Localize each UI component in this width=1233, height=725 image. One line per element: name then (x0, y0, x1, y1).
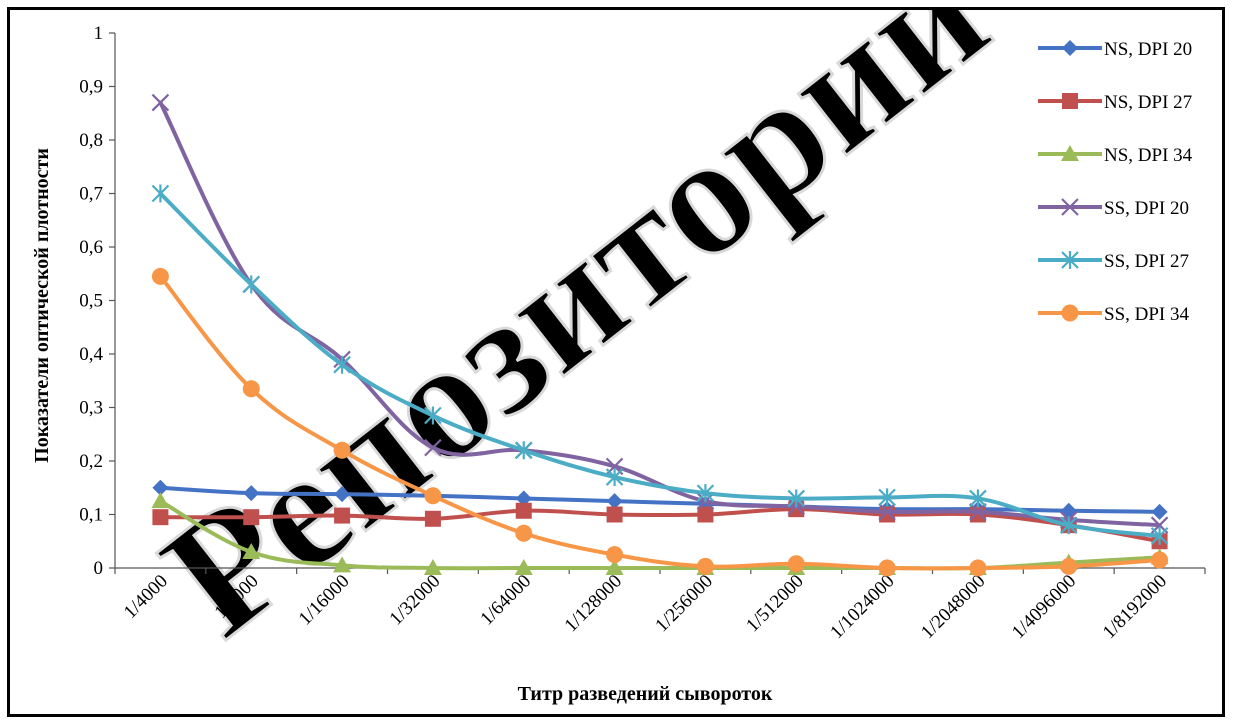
y-tick-labels: 0 0,1 0,2 0,3 0,4 0,5 0,6 0,7 0,8 0,9 1 (79, 23, 103, 579)
data-point (243, 485, 260, 502)
legend-item: SS, DPI 27 (1038, 251, 1189, 272)
data-point (151, 267, 169, 285)
data-point (242, 380, 260, 398)
data-point (334, 486, 351, 503)
data-point (514, 559, 533, 575)
x-tick-label: 1/64000 (476, 571, 535, 630)
legend-item: NS, DPI 20 (1038, 39, 1192, 60)
data-point (333, 441, 351, 459)
data-point (423, 559, 442, 575)
y-tick-label: 0 (94, 558, 104, 579)
data-point (696, 484, 715, 503)
data-point (514, 441, 533, 460)
y-axis-label: Показатели оптической плотности (31, 148, 53, 463)
data-point (969, 503, 987, 521)
x-tick-label: 1/512000 (742, 571, 808, 637)
data-point (424, 510, 441, 527)
legend-item: NS, DPI 34 (1038, 145, 1193, 166)
legend-marker (1061, 304, 1079, 322)
data-point (334, 507, 351, 524)
legend-marker (1062, 93, 1078, 109)
data-point (1059, 516, 1078, 535)
data-point (787, 489, 806, 508)
data-point (696, 557, 714, 575)
data-point (878, 559, 896, 577)
x-tick-label: 1/4096000 (1008, 571, 1080, 643)
legend-label: NS, DPI 27 (1104, 92, 1192, 113)
legend: NS, DPI 20 NS, DPI 27 NS, DPI 34 SS, DPI 20… (1038, 39, 1193, 325)
y-tick-label: 0,4 (79, 344, 103, 365)
y-tick-label: 0,1 (79, 505, 103, 526)
data-point (969, 489, 987, 508)
y-tick-label: 0,3 (79, 398, 103, 419)
y-tick-label: 0,7 (79, 184, 103, 205)
data-point (515, 502, 532, 519)
y-tick-label: 0,2 (79, 451, 103, 472)
legend-item: NS, DPI 27 (1038, 92, 1192, 113)
data-point (242, 275, 261, 294)
x-tick-label: 1/128000 (561, 571, 627, 637)
y-tick-label: 0,8 (79, 130, 103, 151)
x-tick-label: 1/1024000 (826, 571, 898, 643)
legend-label: NS, DPI 20 (1104, 39, 1192, 60)
legend-label: SS, DPI 27 (1104, 251, 1189, 272)
x-tick-label: 1/2048000 (917, 571, 989, 643)
legend-marker (1061, 198, 1079, 216)
x-tick-label: 1/4000 (120, 571, 172, 623)
data-point (151, 93, 170, 112)
data-point (606, 546, 624, 564)
data-point (606, 493, 623, 510)
data-point (606, 506, 623, 523)
data-point (151, 492, 170, 509)
chart-frame: Репозиторий 0 0,1 0,2 0,3 0,4 0,5 0,6 0,7 0,8 0,9… (7, 0, 1225, 717)
legend-label: SS, DPI 20 (1104, 198, 1189, 219)
data-point (243, 509, 260, 526)
legend-label: SS, DPI 34 (1104, 304, 1189, 325)
data-point (878, 503, 896, 521)
data-point (1151, 503, 1168, 520)
legend-marker (1061, 251, 1079, 269)
y-tick-label: 0,6 (79, 237, 103, 258)
legend-marker (1061, 145, 1079, 161)
data-point (152, 479, 169, 496)
data-point (1151, 551, 1169, 569)
data-point (333, 556, 352, 573)
legend-marker (1062, 40, 1078, 56)
data-point (515, 524, 533, 542)
data-point (333, 355, 351, 374)
data-point (969, 506, 986, 523)
y-tick-label: 0,9 (79, 77, 103, 98)
data-point (879, 506, 896, 523)
data-point (424, 438, 442, 457)
data-point (1060, 557, 1078, 575)
data-point (151, 184, 170, 203)
data-point (242, 542, 261, 559)
data-point (878, 488, 896, 507)
data-point (787, 555, 805, 573)
data-point (1150, 526, 1169, 545)
series-line (158, 507, 1162, 544)
legend-item: SS, DPI 20 (1038, 198, 1189, 219)
x-tick-label: 1/8192000 (1099, 571, 1171, 643)
data-point (969, 559, 987, 577)
data-point (605, 559, 624, 575)
x-tick-label: 1/32000 (386, 571, 445, 630)
series-line (158, 485, 1162, 514)
series-6 (151, 267, 1169, 577)
data-point (605, 468, 624, 487)
data-point (697, 506, 714, 523)
data-point (424, 406, 442, 425)
data-point (152, 509, 169, 526)
y-tick-label: 1 (94, 23, 104, 44)
x-axis-label: Титр разведений сывороток (518, 683, 773, 705)
y-tick-label: 0,5 (79, 291, 103, 312)
x-tick-label: 1/256000 (651, 571, 717, 637)
data-point (424, 487, 442, 505)
series-5 (151, 184, 1169, 545)
line-chart: Репозиторий 00,10,20,30,40,50,60,70,80,9… (31, 0, 1206, 705)
series-layer (151, 93, 1169, 577)
data-point (515, 490, 532, 507)
legend-item: SS, DPI 34 (1038, 304, 1189, 325)
legend-label: NS, DPI 34 (1104, 145, 1193, 166)
